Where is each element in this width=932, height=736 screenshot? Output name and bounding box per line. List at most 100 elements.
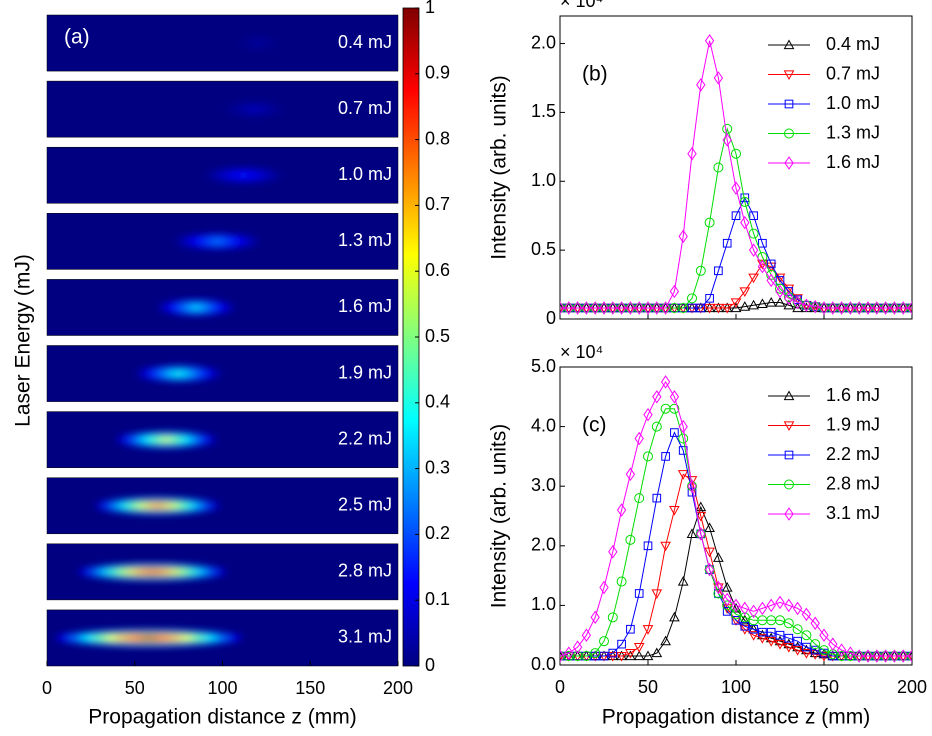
colorbar-tick-label: 0.8 [425, 128, 450, 148]
marker [775, 630, 785, 640]
marker [722, 133, 732, 147]
strip: 1.9 mJ [46, 345, 399, 402]
marker [730, 298, 742, 309]
legend-swatch-marker [784, 479, 794, 490]
legend-swatch-marker [784, 99, 794, 109]
marker [617, 639, 626, 649]
strip-background [46, 14, 399, 72]
marker [739, 287, 751, 297]
strip-glow [204, 167, 283, 184]
legend-swatch-marker [783, 70, 795, 81]
marker [696, 303, 706, 313]
strip-peak [254, 41, 261, 45]
plot-area [559, 366, 913, 666]
legend-label: 3.1 mJ [826, 503, 880, 523]
strip-background [46, 411, 399, 468]
legend-swatch-marker [783, 39, 795, 50]
marker [792, 295, 803, 310]
marker [721, 581, 733, 592]
y-tick-label: 0 [546, 308, 556, 328]
y-tick-label: 2.0 [531, 32, 556, 52]
marker [704, 547, 715, 558]
marker [819, 628, 829, 642]
marker [793, 636, 802, 646]
colorbar-tick-label: 0.7 [425, 194, 450, 214]
plot-series [560, 375, 912, 663]
panel-label: (c) [582, 414, 607, 437]
marker [809, 650, 821, 660]
marker [775, 615, 785, 626]
strip-glow [234, 34, 281, 52]
marker [687, 479, 697, 493]
marker [616, 503, 627, 517]
marker [802, 642, 811, 652]
marker [845, 646, 856, 660]
x-tick-label: 150 [295, 678, 325, 698]
marker [748, 228, 759, 239]
marker [581, 628, 592, 642]
marker [880, 649, 891, 663]
strip-peak [250, 107, 258, 111]
strip-peak [239, 173, 248, 178]
marker [783, 299, 795, 310]
marker [722, 592, 732, 607]
strip-label: 0.7 mJ [338, 98, 392, 118]
marker [907, 649, 912, 663]
marker [660, 635, 671, 646]
marker [758, 238, 767, 248]
y-tick-label: 1.0 [531, 594, 556, 614]
strip-peak [173, 371, 184, 376]
series [560, 34, 912, 315]
marker [642, 625, 654, 635]
marker [660, 541, 671, 552]
marker [704, 562, 715, 577]
marker [854, 301, 864, 315]
y-axis-label: Intensity (arb. units) [488, 75, 511, 259]
marker [739, 196, 750, 207]
strip: 2.5 mJ [46, 477, 399, 535]
marker [642, 650, 654, 661]
marker [784, 598, 794, 613]
legend-label: 1.6 mJ [826, 152, 880, 172]
marker [722, 238, 732, 248]
marker [836, 643, 847, 657]
marker [634, 431, 644, 446]
legend-swatch-marker [784, 450, 794, 460]
colorbar-tick-label: 0.6 [425, 260, 450, 280]
colorbar-tick-label: 0.5 [425, 326, 450, 346]
colorbar-tick-label: 0.1 [425, 589, 450, 609]
strip-peak [143, 570, 161, 574]
marker [766, 598, 776, 613]
marker [643, 407, 653, 422]
marker [819, 645, 829, 656]
marker [889, 649, 900, 663]
plot-series [560, 34, 912, 315]
x-tick-label: 100 [207, 678, 237, 698]
marker [560, 301, 565, 315]
marker [819, 301, 829, 315]
marker [722, 607, 732, 616]
y-tick-label: 5.0 [531, 356, 556, 376]
strip-label: 1.6 mJ [338, 296, 392, 316]
colorbar-tick-label: 0 [425, 655, 435, 675]
y-tick-label: 0.5 [531, 239, 556, 259]
marker [678, 302, 689, 313]
marker [616, 301, 627, 315]
marker [898, 301, 908, 315]
marker [872, 301, 882, 315]
marker [774, 296, 786, 307]
x-tick-label: 150 [809, 677, 839, 697]
marker [704, 303, 715, 314]
strip: 2.2 mJ [46, 411, 399, 468]
y-tick-label: 1.0 [531, 170, 556, 190]
marker [616, 576, 627, 587]
marker [731, 181, 741, 195]
x-axis-label: Propagation distance z (mm) [602, 706, 870, 729]
marker [889, 301, 900, 315]
panel-label: (a) [64, 26, 90, 49]
marker [704, 522, 715, 533]
series-line [560, 40, 912, 309]
marker [740, 601, 750, 616]
y-tick-label: 4.0 [531, 415, 556, 435]
marker [775, 595, 785, 610]
